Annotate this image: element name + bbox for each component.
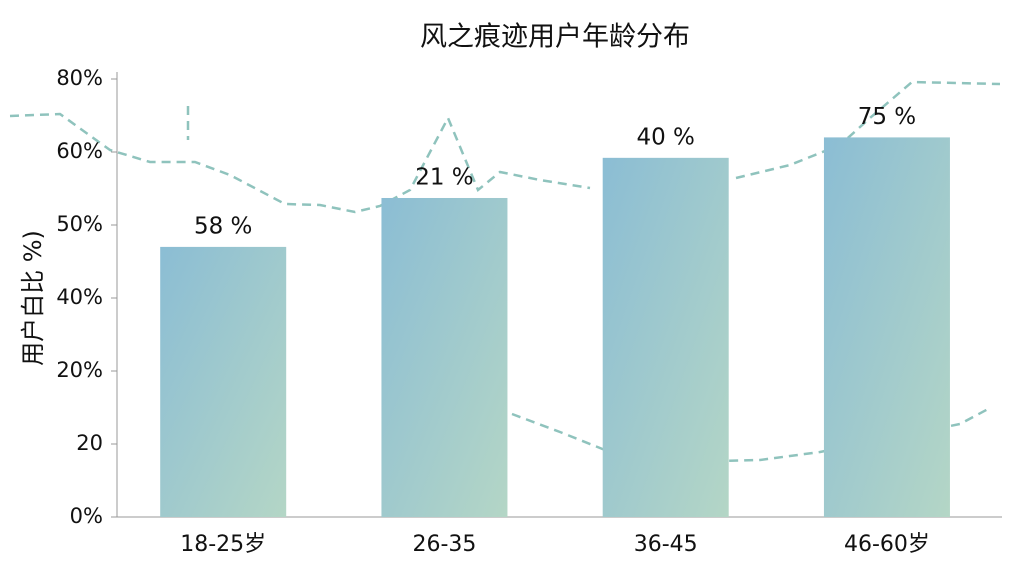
bar-annotation: 21 % xyxy=(415,164,473,190)
bar xyxy=(602,157,729,517)
y-tick-label: 0% xyxy=(70,504,103,528)
y-axis-label: 用户白比 %) xyxy=(19,230,47,366)
x-tick-label: 46-60岁 xyxy=(844,532,930,557)
bar-annotation: 58 % xyxy=(194,213,252,239)
y-tick-label: 50% xyxy=(56,212,103,236)
x-tick-label: 26-35 xyxy=(412,532,476,557)
y-tick-label: 60% xyxy=(56,139,103,163)
bar xyxy=(381,197,508,518)
y-tick-label: 80% xyxy=(56,66,103,90)
chart-title: 风之痕迹用户年龄分布 xyxy=(420,22,690,53)
y-tick-label: 20 xyxy=(76,431,103,455)
bar-annotation: 40 % xyxy=(636,124,694,150)
bar xyxy=(823,137,950,517)
y-tick-label: 20% xyxy=(56,358,103,382)
decorative-line xyxy=(735,80,1001,180)
x-tick-label: 18-25岁 xyxy=(180,532,266,557)
decorative-line xyxy=(9,112,591,214)
x-tick-label: 36-45 xyxy=(634,532,698,557)
bar-annotation: 75 % xyxy=(858,104,916,130)
y-tick-label: 40% xyxy=(56,285,103,309)
bar xyxy=(160,246,287,517)
